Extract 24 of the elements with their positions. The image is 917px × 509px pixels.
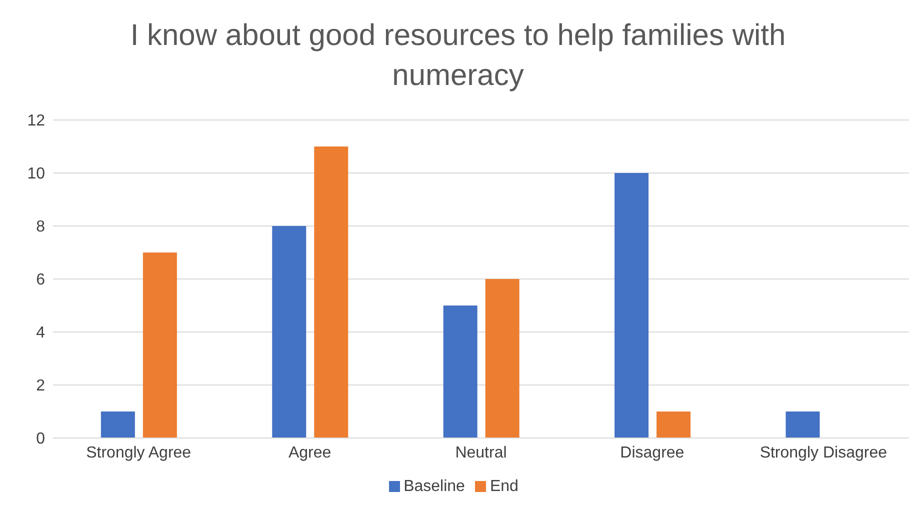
bar: [142, 252, 177, 438]
legend-label: End: [490, 478, 518, 495]
y-tick-label: 0: [36, 430, 46, 448]
y-tick-label: 2: [36, 378, 46, 395]
bar: [786, 412, 820, 438]
chart-title: I know about good resources to help families with numeracy: [129, 18, 787, 94]
y-tick-label: 6: [36, 272, 46, 289]
bar: [614, 173, 649, 438]
legend-label: Baseline: [404, 478, 465, 495]
y-tick-label: 8: [36, 218, 46, 236]
x-tick-label: Strongly Disagree: [760, 444, 888, 462]
x-tick-label: Neutral: [455, 444, 507, 462]
bar: [314, 146, 348, 438]
y-tick-label: 12: [27, 112, 46, 130]
x-tick-label: Disagree: [620, 444, 684, 462]
y-tick-label: 10: [27, 166, 46, 183]
bar: [443, 306, 478, 438]
y-tick-label: 4: [36, 324, 46, 342]
x-tick-label: Strongly Agree: [86, 444, 192, 462]
bar: [272, 226, 306, 438]
bar: [656, 412, 691, 438]
bar: [485, 279, 520, 438]
x-tick-label: Agree: [288, 444, 332, 462]
bar: [100, 412, 135, 438]
